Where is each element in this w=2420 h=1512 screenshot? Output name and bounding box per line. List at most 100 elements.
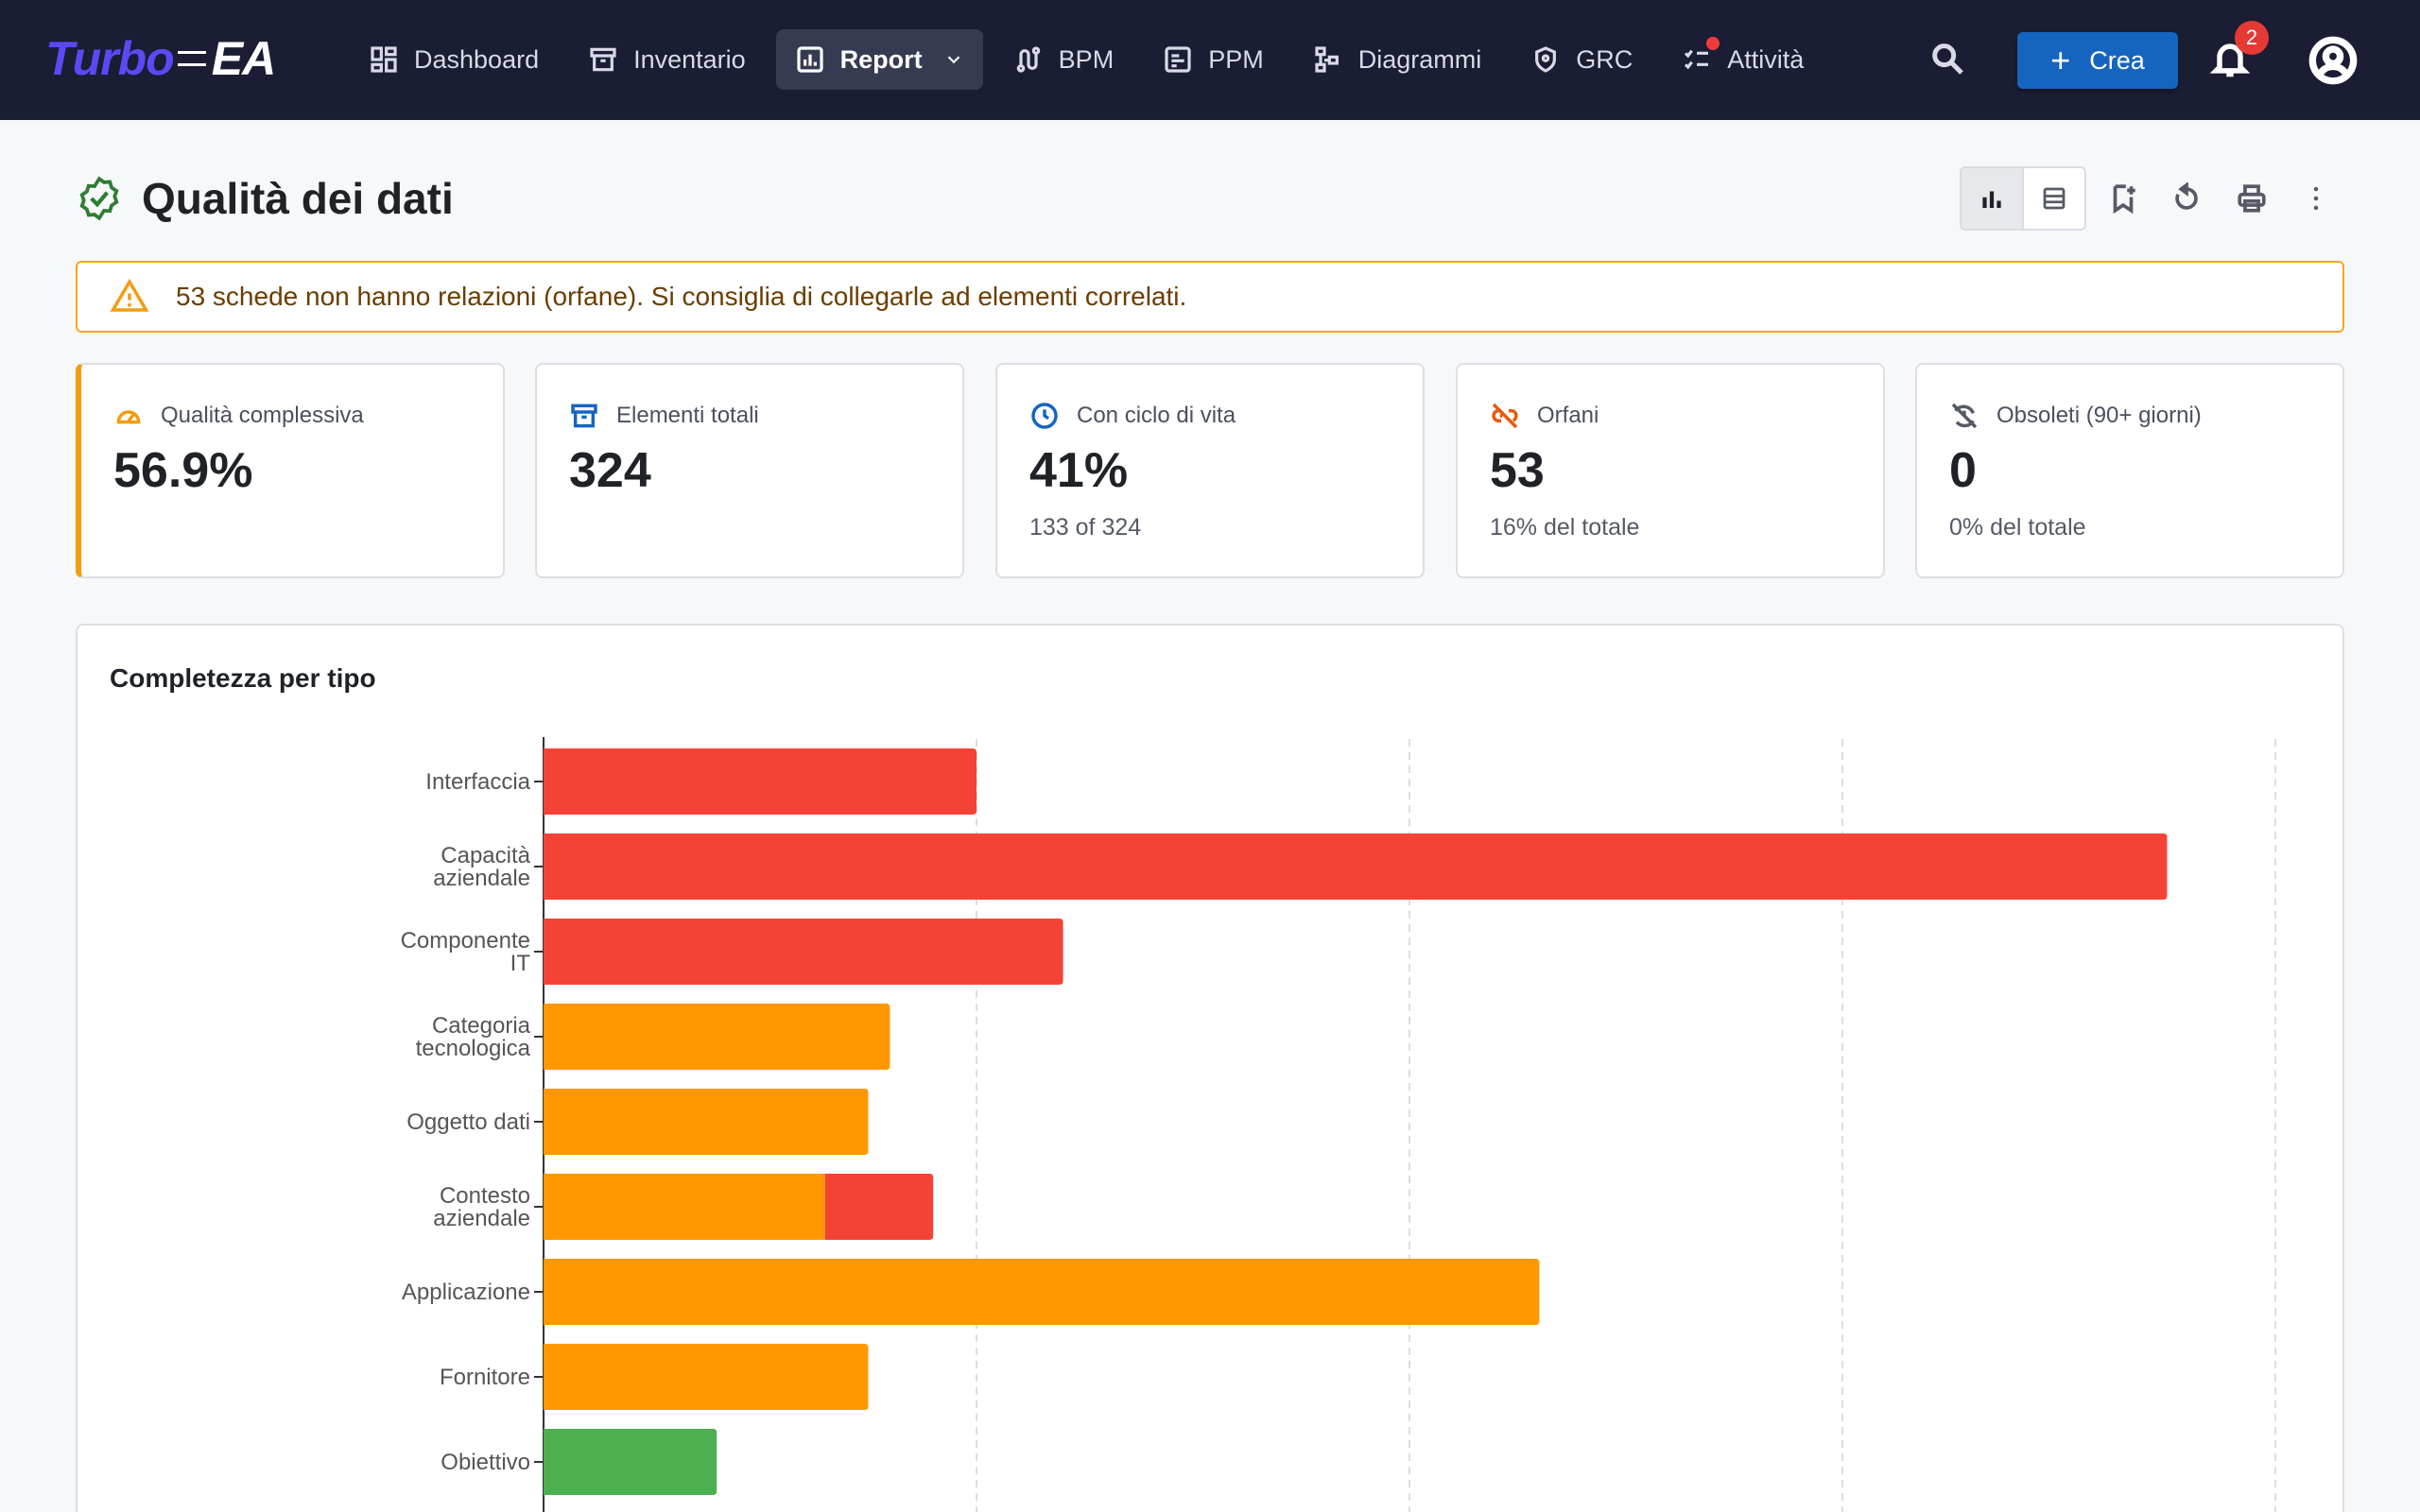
bookmark-add-icon: [2113, 184, 2135, 215]
bar-segment[interactable]: [544, 1344, 869, 1410]
completeness-bar-chart: Interfaccia Capacità aziendale Componente IT…: [401, 737, 2276, 1512]
kpi-subtext: 0% del totale: [1949, 514, 2086, 541]
bar-segment[interactable]: [544, 1089, 869, 1155]
kpi-label: Con ciclo di vita: [1077, 403, 1236, 428]
kpi-header: Orfani: [1490, 401, 1599, 431]
nav-item-bpm[interactable]: BPM: [994, 29, 1133, 90]
chevron-down-icon: [947, 56, 959, 64]
verified-badge-icon: [79, 176, 119, 221]
bar-segment[interactable]: [544, 1174, 825, 1240]
notifications-button[interactable]: [2209, 38, 2255, 83]
account-button[interactable]: [2308, 36, 2358, 85]
nav-item-inventario[interactable]: Inventario: [569, 29, 765, 90]
nav-item-ppm[interactable]: PPM: [1144, 29, 1283, 90]
kpi-card-obsolete: Obsoleti (90+ giorni) 0 0% del totale: [1915, 363, 2344, 578]
kpi-header: Obsoleti (90+ giorni): [1949, 401, 2202, 431]
bar-segment[interactable]: [544, 748, 977, 815]
bar-segment[interactable]: [544, 1429, 717, 1495]
kpi-label: Qualità complessiva: [161, 403, 364, 428]
logo-text-ea: EA: [211, 32, 276, 85]
nav-item-grc[interactable]: GRC: [1512, 29, 1651, 90]
kpi-header: Qualità complessiva: [113, 401, 364, 431]
chart-panel-title: Completezza per tipo: [110, 663, 376, 693]
nav-label-grc: GRC: [1576, 44, 1634, 74]
main-nav: Dashboard Inventario Report BPM PPM Diag…: [350, 28, 1834, 91]
kpi-label: Elementi totali: [616, 403, 759, 428]
kpi-label: Obsoleti (90+ giorni): [1996, 403, 2202, 428]
inventory-icon: [571, 404, 597, 428]
nav-label-bpm: BPM: [1058, 44, 1115, 74]
search-button[interactable]: [1928, 40, 1970, 81]
kpi-value: 53: [1490, 443, 1545, 498]
more-vertical-icon: [2313, 186, 2319, 211]
y-tick-label: Oggetto dati: [406, 1109, 530, 1135]
logo-text-turbo: Turbo: [45, 32, 175, 85]
nav-label-dashboard: Dashboard: [414, 44, 540, 74]
account-circle-icon: [2308, 36, 2358, 85]
bar-segment[interactable]: [544, 833, 2168, 900]
search-icon: [1932, 43, 1963, 75]
y-tick-label: Componente IT: [401, 928, 531, 976]
print-button[interactable]: [2229, 176, 2274, 221]
diagram-icon: [1315, 46, 1339, 73]
bar-segment[interactable]: [544, 1259, 1540, 1325]
kpi-value: 324: [569, 443, 651, 498]
nav-label-report: Report: [839, 44, 923, 74]
completeness-by-type-panel: Completezza per tipo Interfaccia Capacità…: [76, 624, 2344, 1512]
table-view-button[interactable]: [2024, 168, 2084, 229]
project-icon: [1165, 46, 1191, 73]
top-navigation-bar: Turbo EA Dashboard Inventario Report BPM…: [0, 0, 2420, 120]
refresh-icon: [2175, 182, 2198, 210]
update-off-icon: [1951, 403, 1978, 429]
nav-item-diagrammi[interactable]: Diagrammi: [1294, 29, 1501, 90]
save-bookmark-button[interactable]: [2100, 176, 2146, 221]
report-icon: [797, 46, 823, 73]
nav-item-report[interactable]: Report: [775, 29, 983, 90]
y-tick-label: Interfaccia: [425, 769, 530, 795]
clock-icon: [1031, 403, 1058, 429]
nav-label-diagrammi: Diagrammi: [1357, 44, 1482, 74]
page-title: Qualità dei dati: [142, 174, 454, 223]
nav-item-attivita[interactable]: Attività: [1663, 29, 1823, 90]
y-tick-label: Capacità aziendale: [433, 843, 530, 891]
chart-view-button[interactable]: [1962, 168, 2024, 229]
kpi-label: Orfani: [1537, 403, 1599, 428]
plus-icon: +: [2050, 41, 2071, 79]
view-toggle: [1960, 166, 2086, 231]
route-icon: [1016, 46, 1040, 73]
nav-label-attivita: Attività: [1727, 44, 1805, 74]
speedometer-icon: [116, 410, 141, 424]
kpi-value: 0: [1949, 443, 1977, 498]
more-options-button[interactable]: [2293, 176, 2339, 221]
table-icon: [2043, 187, 2066, 210]
kpi-subtext: 16% del totale: [1490, 514, 1640, 541]
logo-speed-lines: [177, 51, 206, 66]
kpi-card-orphans: Orfani 53 16% del totale: [1456, 363, 1885, 578]
link-off-icon: [1492, 403, 1518, 429]
y-tick-label: Contesto aziendale: [433, 1183, 530, 1231]
kpi-value: 41%: [1029, 443, 1129, 498]
bar-segment[interactable]: [544, 1004, 890, 1070]
notifications-badge: 2: [2235, 21, 2269, 55]
y-tick-label: Fornitore: [440, 1365, 530, 1390]
kpi-subtext: 133 of 324: [1029, 514, 1142, 541]
reset-button[interactable]: [2164, 176, 2209, 221]
activity-indicator-dot: [1706, 37, 1720, 50]
y-tick-label: Applicazione: [402, 1280, 530, 1305]
create-button[interactable]: + Crea: [2017, 32, 2178, 89]
orphans-warning-alert: 53 schede non hanno relazioni (orfane). …: [76, 261, 2344, 333]
warning-icon: [110, 278, 149, 312]
turbo-ea-logo[interactable]: Turbo EA: [45, 28, 276, 89]
bell-icon: [2209, 43, 2251, 77]
bar-chart-icon: [1982, 191, 2001, 208]
bar-segment[interactable]: [824, 1174, 934, 1240]
kpi-value: 56.9%: [113, 443, 253, 498]
nav-item-dashboard[interactable]: Dashboard: [350, 29, 558, 90]
bar-segment[interactable]: [544, 919, 1063, 985]
kpi-card-lifecycle: Con ciclo di vita 41% 133 of 324: [995, 363, 1425, 578]
kpi-card-total-elements: Elementi totali 324: [535, 363, 964, 578]
kpi-header: Elementi totali: [569, 401, 759, 431]
nav-label-inventario: Inventario: [633, 44, 746, 74]
print-icon: [2238, 184, 2266, 213]
create-button-label: Crea: [2089, 45, 2145, 75]
